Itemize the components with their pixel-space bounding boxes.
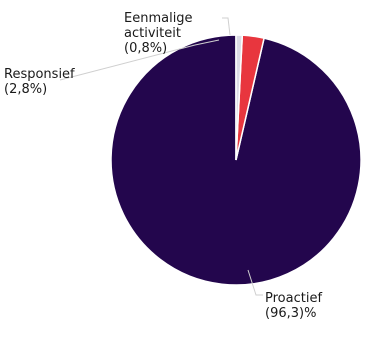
slice-label: Eenmalige activiteit (0,8%) bbox=[124, 11, 193, 56]
slice-label-line: Eenmalige bbox=[124, 11, 193, 26]
pie-slice-eenmalige-activiteit[interactable] bbox=[235, 34, 244, 161]
slice-label-line: Proactief bbox=[265, 291, 322, 306]
pie-slice-proactief[interactable] bbox=[110, 34, 362, 286]
slice-labels: Proactief (96,3)% Responsief (2,8%) Eenmalig… bbox=[4, 11, 322, 321]
slice-label-line: (2,8%) bbox=[4, 82, 47, 97]
slice-label-line: (96,3)% bbox=[265, 306, 316, 321]
pie-slices bbox=[110, 34, 362, 286]
slice-label-line: Responsief bbox=[4, 67, 75, 82]
leader-lines bbox=[59, 17, 263, 296]
slice-label-line: (0,8%) bbox=[124, 41, 167, 56]
slice-label-line: activiteit bbox=[124, 26, 181, 41]
slice-label: Proactief (96,3)% bbox=[265, 291, 322, 321]
leader-line bbox=[247, 269, 263, 296]
slice-label: Responsief (2,8%) bbox=[4, 67, 75, 97]
leader-line bbox=[59, 39, 220, 81]
leader-line bbox=[222, 17, 231, 36]
